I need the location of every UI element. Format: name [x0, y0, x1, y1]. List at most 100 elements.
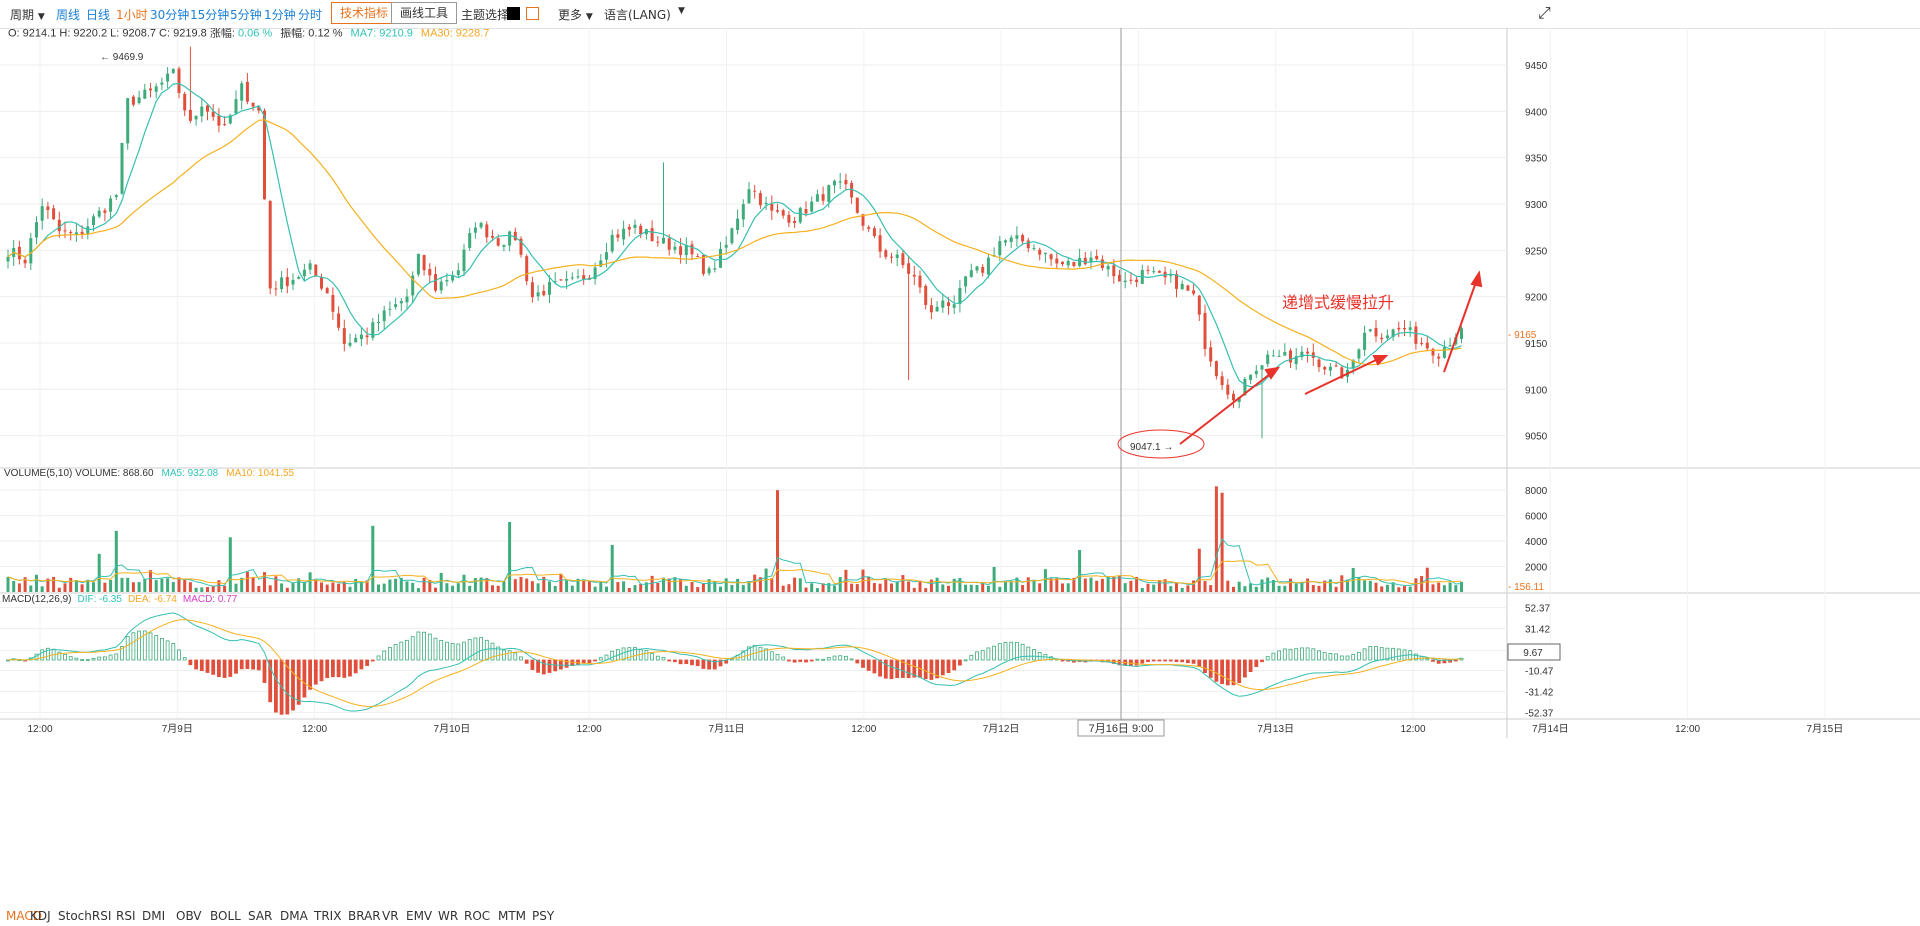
indicator-tab-trix[interactable]: TRIX	[314, 909, 342, 923]
kline-chart[interactable]: 9050 9100 9150 9200 9250 9300 9350 9400 9450 2000…	[0, 28, 1920, 906]
macd-bar	[256, 659, 261, 671]
candle-body	[1374, 327, 1378, 337]
volume-bar	[1346, 579, 1349, 592]
macd-bar	[627, 647, 632, 661]
indicator-tab-vr[interactable]: VR	[382, 909, 399, 923]
volume-bar	[86, 579, 90, 592]
volume-bar	[673, 577, 677, 592]
candle-body	[200, 106, 204, 117]
macd-bar	[1186, 659, 1190, 664]
volume-bar	[131, 582, 135, 592]
interval-timeshare[interactable]: 分时	[298, 8, 323, 22]
y-tick-label: 4000	[1525, 537, 1548, 548]
macd-bar	[844, 655, 848, 661]
volume-bar	[542, 576, 546, 592]
macd-bar	[393, 644, 398, 661]
trend-arrow	[1179, 373, 1271, 445]
macd-bar	[809, 659, 814, 662]
interval-1m[interactable]: 1分钟	[264, 8, 296, 22]
indicator-tab-stochrsi[interactable]: StochRSI	[58, 909, 112, 923]
macd-bar	[1243, 659, 1247, 678]
macd-bar	[997, 643, 1002, 661]
volume-bar	[1032, 579, 1036, 592]
candle-body	[912, 274, 916, 277]
macd-bar	[450, 642, 455, 661]
indicator-tab-macd[interactable]: MACD	[6, 909, 42, 923]
volume-bar	[986, 585, 990, 592]
crosshair-label: 7月16日 9:00	[1089, 723, 1154, 735]
indicator-tab-dmi[interactable]: DMI	[142, 909, 166, 923]
macd-bar	[353, 659, 358, 674]
indicator-tab-kdj[interactable]: KDJ	[30, 909, 51, 923]
volume-bar	[941, 584, 945, 592]
volume-bar	[1163, 579, 1167, 592]
candle-body	[69, 232, 73, 234]
macd-bar	[712, 659, 717, 670]
theme-dark-swatch[interactable]	[507, 7, 520, 20]
macd-bar	[1174, 659, 1179, 663]
volume-bar	[1175, 583, 1178, 592]
candle-body	[434, 274, 437, 291]
candle-body	[1226, 384, 1230, 395]
volume-bar	[1026, 577, 1030, 592]
indicator-tab-mtm[interactable]: MTM	[498, 909, 527, 923]
tech-indicators-button[interactable]: 技术指标	[331, 2, 398, 24]
indicator-tab-boll[interactable]: BOLL	[210, 909, 241, 923]
macd-bar	[912, 659, 917, 678]
fullscreen-icon[interactable]: ⤢	[1538, 3, 1551, 22]
macd-bar	[1300, 647, 1304, 661]
candle-body	[872, 228, 876, 237]
macd-bar	[444, 641, 449, 661]
candle-body	[884, 250, 888, 257]
volume-bar	[548, 581, 551, 592]
candle-body	[570, 277, 574, 279]
macd-bar	[1311, 648, 1316, 661]
indicator-tab-dma[interactable]: DMA	[280, 909, 308, 923]
candle-body	[696, 255, 700, 257]
volume-bar	[1197, 548, 1201, 592]
interval-15m[interactable]: 15分钟	[190, 8, 230, 22]
interval-day[interactable]: 日线	[86, 8, 111, 22]
interval-30m[interactable]: 30分钟	[150, 8, 190, 22]
period-dropdown[interactable]: 周期 ▼	[10, 6, 45, 23]
indicator-tab-obv[interactable]: OBV	[176, 909, 202, 923]
candle-body	[998, 241, 1002, 256]
macd-bar	[74, 657, 79, 661]
macd-bar	[1220, 659, 1224, 685]
indicator-tab-wr[interactable]: WR	[438, 909, 459, 923]
volume-bar	[690, 582, 694, 592]
drawing-tools-button[interactable]: 画线工具	[391, 2, 458, 24]
interval-1h[interactable]: 1小时	[116, 8, 148, 22]
macd-bar	[359, 659, 364, 670]
macd-bar	[1408, 650, 1413, 661]
candle-body	[1192, 290, 1196, 294]
arrow-head	[1372, 355, 1389, 366]
more-dropdown[interactable]: 更多 ▼	[558, 6, 593, 23]
volume-bar	[895, 581, 899, 592]
volume-bar	[610, 544, 614, 592]
macd-bar	[610, 650, 615, 661]
indicator-tab-psy[interactable]: PSY	[532, 909, 555, 923]
volume-bar	[992, 566, 996, 592]
volume-bar	[1152, 584, 1156, 592]
interval-week[interactable]: 周线	[56, 8, 81, 22]
volume-bar	[40, 586, 44, 592]
volume-bar	[462, 574, 466, 592]
volume-tag-value: 156.11	[1514, 582, 1544, 593]
language-select[interactable]: 语言(LANG) ▼	[604, 6, 685, 23]
indicator-tab-roc[interactable]: ROC	[464, 909, 491, 923]
interval-5m[interactable]: 5分钟	[230, 8, 262, 22]
candle-body	[656, 241, 660, 243]
candle-body	[228, 115, 232, 124]
candle-body	[1146, 269, 1150, 271]
volume-bar	[177, 577, 181, 592]
macd-bar	[199, 659, 204, 672]
candle-body	[986, 257, 990, 275]
indicator-tab-rsi[interactable]: RSI	[116, 909, 136, 923]
theme-light-swatch[interactable]	[526, 7, 539, 20]
candle-body	[1203, 312, 1207, 349]
candle-body	[793, 220, 797, 223]
indicator-tab-emv[interactable]: EMV	[406, 909, 433, 923]
indicator-tab-brar[interactable]: BRAR	[348, 909, 381, 923]
indicator-tab-sar[interactable]: SAR	[248, 909, 273, 923]
